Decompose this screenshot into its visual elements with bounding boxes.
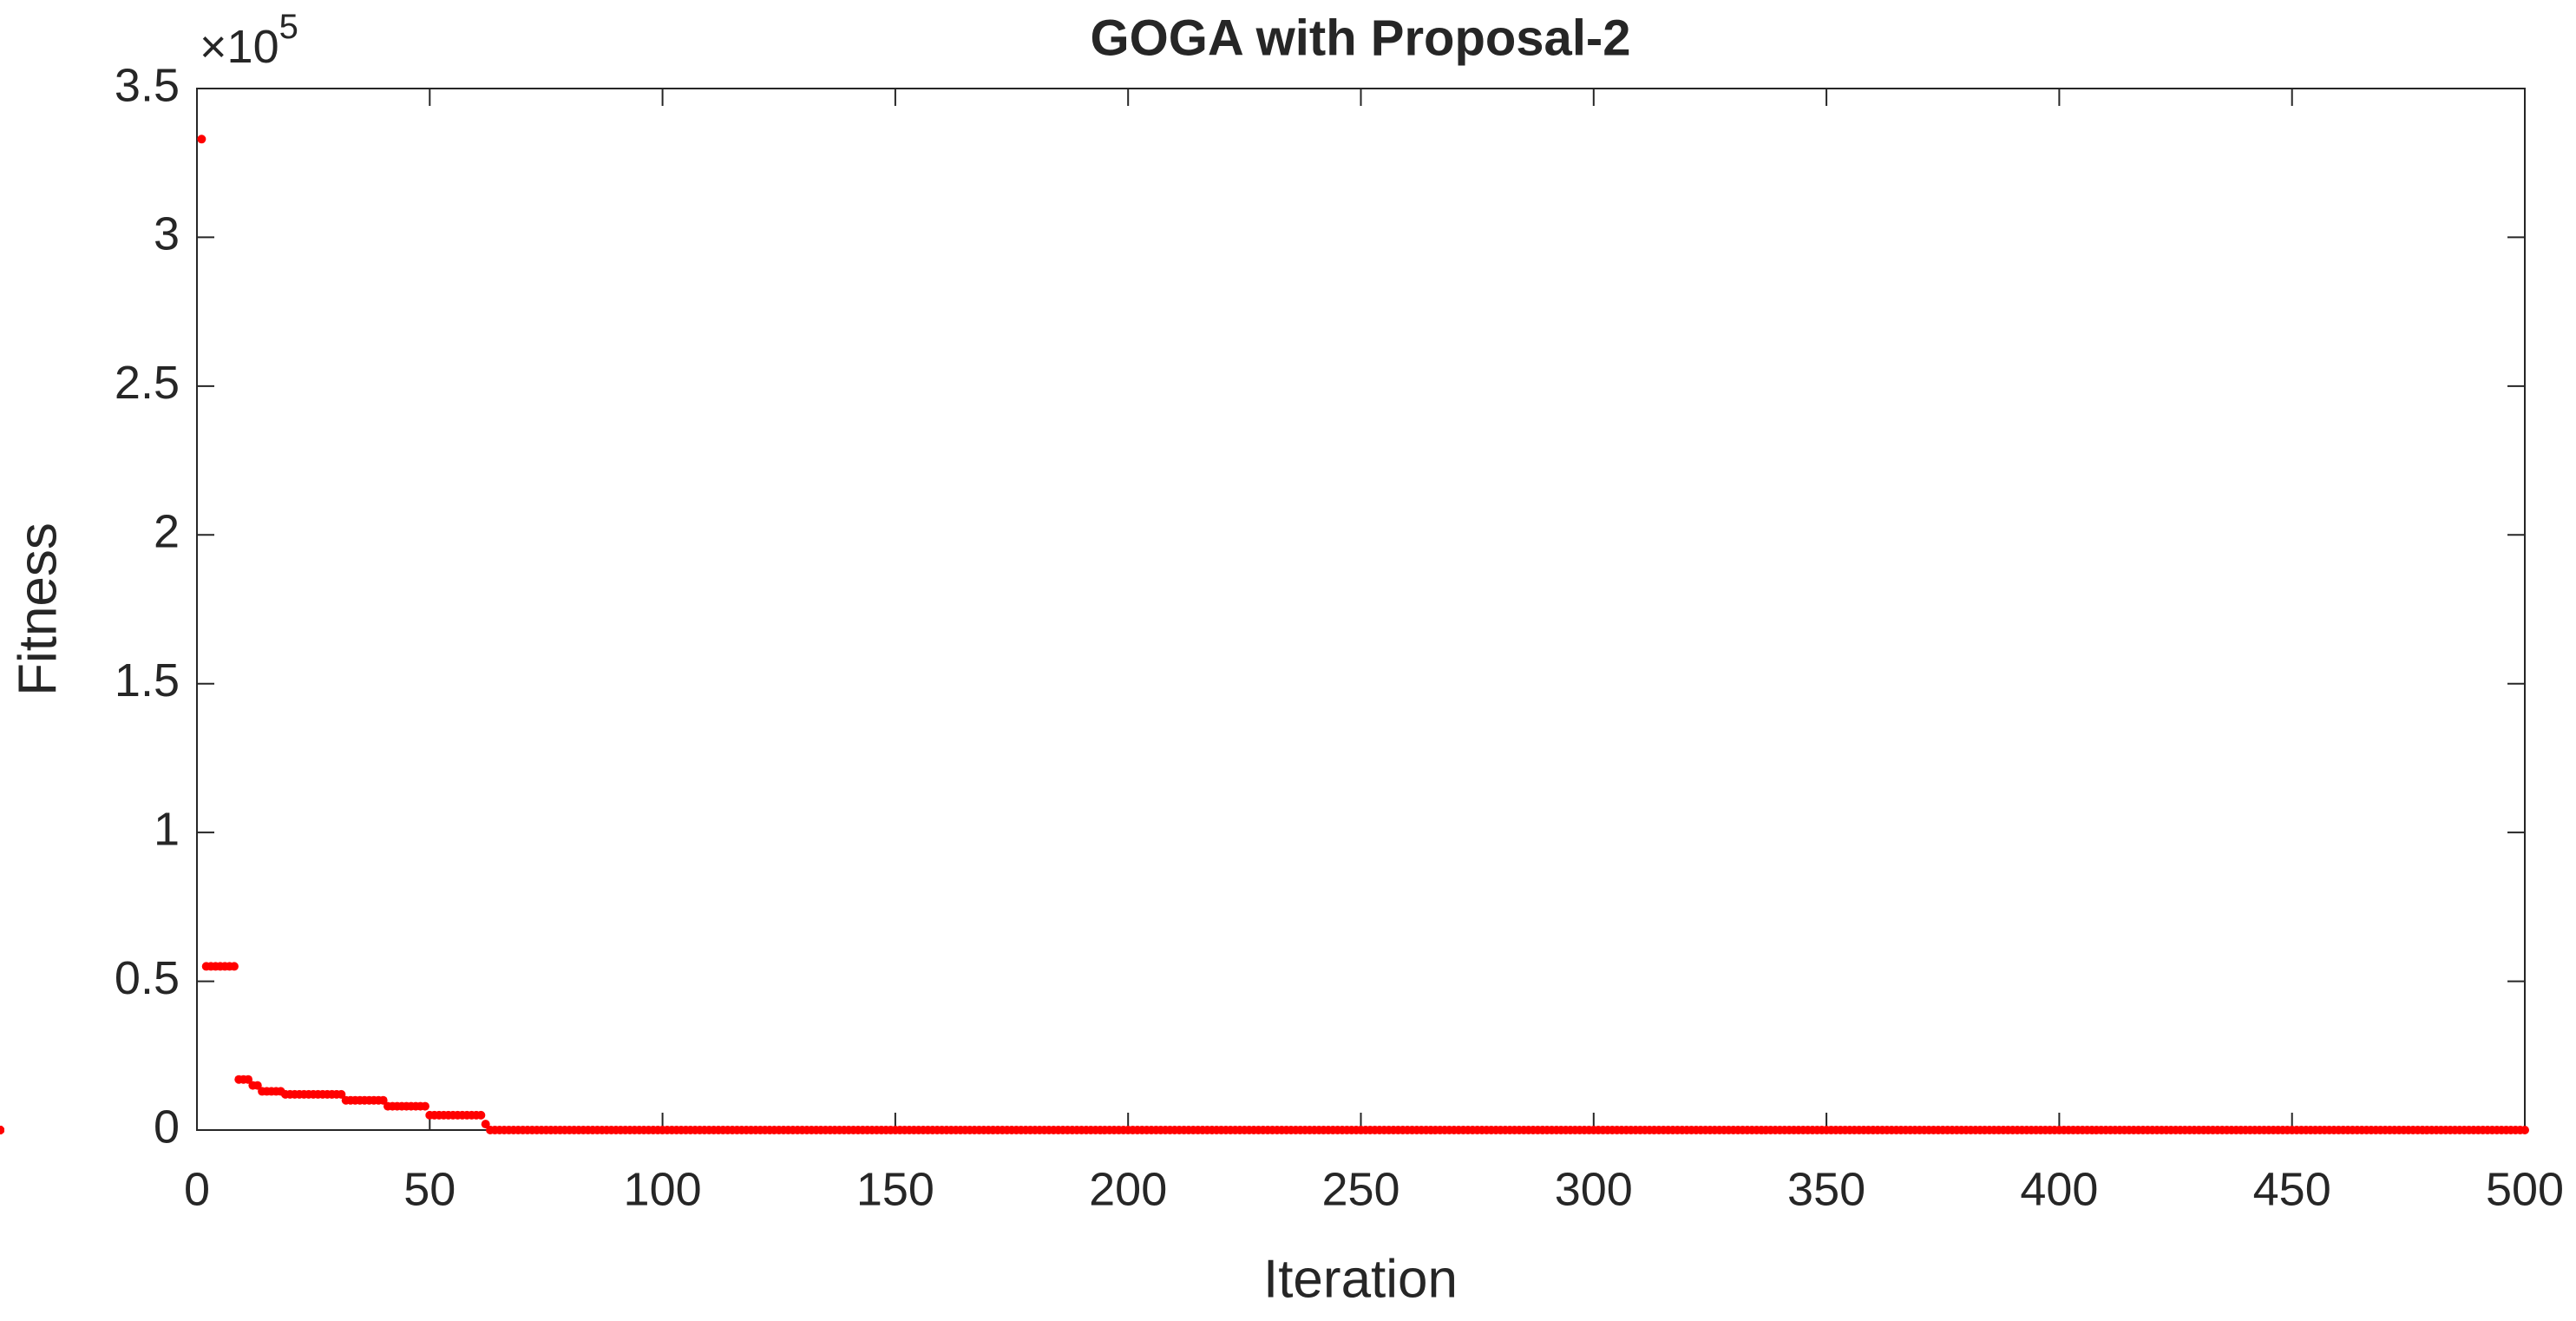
y-axis-label: Fitness [8,522,68,696]
point [252,1081,262,1090]
x-tick-label: 450 [2253,1163,2331,1215]
x-tick-label: 250 [1321,1163,1399,1215]
y-tick-label: 0 [154,1101,180,1153]
point [337,1089,346,1099]
y-multiplier: ×105 [200,8,298,73]
point [378,1095,388,1105]
point [420,1101,429,1111]
y-tick-label: 1.5 [115,654,180,707]
multiplier-power: 5 [279,8,298,46]
point [481,1120,490,1129]
x-tick-label: 0 [184,1163,210,1215]
x-tick-label: 50 [403,1163,456,1215]
x-tick-label: 150 [856,1163,934,1215]
multiplier-base: ×10 [200,21,279,73]
plot-box [196,88,2526,1131]
point [0,1126,4,1134]
y-tick-label: 1 [154,803,180,855]
x-axis-label: Iteration [1263,1249,1458,1309]
y-tick-label: 2 [154,506,180,558]
point [476,1110,486,1120]
point [197,135,206,144]
x-tick-label: 500 [2486,1163,2564,1215]
x-tick-label: 300 [1555,1163,1633,1215]
y-tick-label: 3.5 [115,59,180,111]
x-tick-label: 350 [1787,1163,1865,1215]
x-tick-label: 400 [2020,1163,2098,1215]
chart-title: GOGA with Proposal-2 [1090,10,1630,66]
y-tick-label: 3 [154,208,180,260]
y-tick-label: 2.5 [115,357,180,409]
y-tick-label: 0.5 [115,952,180,1004]
point [244,1075,253,1084]
x-tick-label: 100 [624,1163,702,1215]
point [2520,1126,2529,1134]
point [229,962,239,971]
x-tick-label: 200 [1089,1163,1167,1215]
